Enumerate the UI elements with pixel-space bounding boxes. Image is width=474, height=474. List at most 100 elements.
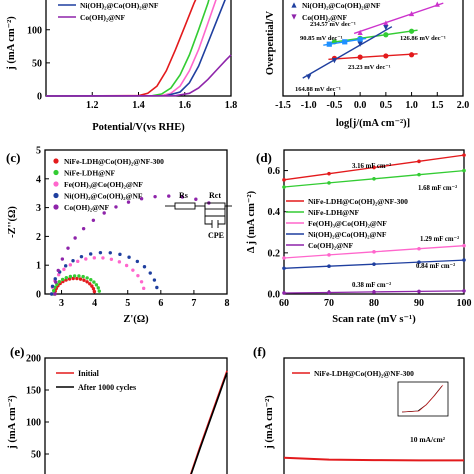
data-point: [62, 267, 66, 272]
data-point: [75, 276, 79, 281]
data-point: [124, 263, 129, 268]
legend-label: Co(OH)₂@NF: [80, 13, 125, 22]
x-tick-label: 0.0: [354, 100, 367, 111]
data-point: [85, 276, 89, 280]
panel-b: -1.5 -1.0 -0.5 0.0 0.5 1.0 1.5 2.0 log[j/(mA cm⁻…: [265, 0, 469, 129]
resistor-rs: [174, 202, 196, 210]
x-tick-label: 100: [457, 298, 472, 309]
data-point: [53, 292, 57, 296]
data-point: [81, 274, 85, 279]
data-point: [90, 284, 94, 288]
data-point: [92, 280, 96, 284]
y-tick-label: 100: [27, 25, 42, 36]
plot-frame: [44, 149, 228, 295]
data-point: [372, 290, 376, 294]
fit-line: [302, 26, 393, 79]
legend-label: Ni(OH)₂@Co(OH)₂@NF: [64, 192, 143, 201]
data-point: [68, 274, 73, 279]
data-point: [126, 200, 131, 204]
panel-a: 1.2 1.4 1.6 1.8 0 50 100 150 Potential/V(vs RHE)…: [6, 0, 237, 133]
data-point: [102, 211, 106, 215]
x-tick-label: 2.0: [457, 100, 470, 111]
data-point: [180, 195, 185, 199]
y-tick-label: 3: [36, 203, 41, 214]
y-tick-label: 0: [36, 290, 41, 301]
data-point: [92, 256, 97, 260]
data-point: [291, 2, 297, 8]
legend-label: Co(OH)₂@NF: [64, 203, 109, 212]
inset-curve: [401, 384, 444, 413]
data-point: [142, 265, 147, 269]
legend-label: NiFe-LDH@NF: [308, 208, 360, 217]
data-point: [108, 251, 112, 255]
data-point: [142, 286, 146, 291]
data-point: [327, 290, 331, 295]
y-tick-label: 100: [26, 418, 41, 429]
data-point: [117, 260, 122, 264]
x-axis-label: Z'(Ω): [123, 314, 149, 325]
data-point: [372, 165, 376, 170]
plot-frame: [283, 357, 465, 474]
x-tick-label: 1.8: [225, 100, 238, 111]
x-tick-label: 1.0: [405, 100, 418, 111]
data-point: [135, 259, 140, 264]
y-tick-label: 200: [26, 354, 41, 365]
y-axis-label: Δ j (mA cm⁻²): [246, 190, 257, 253]
capacitance-label: 0.84 mF cm⁻²: [416, 263, 455, 270]
circuit-wire: [204, 216, 212, 225]
x-tick-label: -1.0: [301, 100, 317, 111]
data-point: [53, 169, 59, 176]
data-point: [77, 274, 81, 278]
series-line: [45, 54, 232, 97]
x-axis-label: Potential/V(vs RHE): [92, 122, 185, 133]
plot-frame: [282, 0, 464, 97]
panel-letter: (e): [10, 344, 24, 359]
circuit-wire: [218, 216, 226, 225]
data-point: [71, 276, 75, 281]
data-point: [148, 271, 152, 275]
data-point: [372, 250, 376, 254]
data-point: [56, 273, 61, 277]
legend-label: Initial: [78, 369, 100, 378]
y-axis-label: j (mA cm⁻²): [7, 395, 18, 450]
legend-label: Co(OH)₂@NF: [308, 241, 353, 250]
x-axis-label: log[j/(mA cm⁻²)]: [336, 118, 410, 129]
data-point: [88, 282, 92, 286]
x-tick-label: 80: [369, 298, 379, 309]
data-point: [327, 181, 331, 185]
x-tick-label: 70: [324, 298, 334, 309]
series-line: [190, 372, 228, 474]
data-point: [327, 264, 331, 269]
y-tick-label: 5: [36, 146, 41, 157]
series-line: [45, 0, 210, 97]
data-point: [417, 172, 421, 177]
data-point: [109, 257, 114, 261]
slope-annotation: 23.23 mV dec⁻¹: [348, 64, 391, 71]
x-tick-label: 0.5: [380, 100, 393, 111]
x-tick-label: -0.5: [327, 100, 343, 111]
panel-letter: (c): [6, 150, 20, 165]
data-point: [417, 159, 421, 164]
data-point: [282, 266, 286, 271]
data-point: [81, 226, 86, 231]
data-point: [194, 197, 198, 201]
data-point: [153, 194, 157, 199]
x-tick-label: 4: [92, 298, 97, 309]
data-point: [53, 181, 59, 187]
panel-letter: (f): [253, 344, 266, 359]
data-point: [327, 253, 331, 257]
y-tick-label: 50: [32, 58, 42, 69]
data-point: [57, 279, 62, 284]
data-point: [88, 252, 93, 256]
data-point: [91, 218, 96, 222]
data-point: [78, 277, 83, 281]
panel-letter: (d): [256, 150, 272, 165]
y-axis-label: -Z''(Ω): [7, 206, 18, 238]
legend-label: Co(OH)₂@NF: [302, 13, 347, 22]
data-point: [357, 29, 363, 35]
data-point: [72, 274, 77, 278]
data-point: [63, 264, 68, 268]
circuit-wire: [204, 206, 226, 217]
series-line: [45, 0, 197, 97]
